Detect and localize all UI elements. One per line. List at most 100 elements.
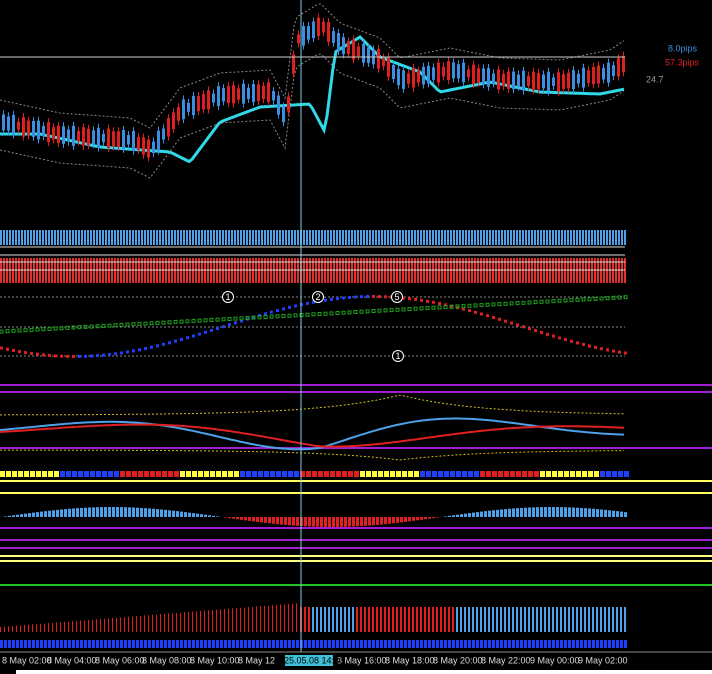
histogram-bar <box>608 607 610 632</box>
dot <box>594 345 597 349</box>
strip-bar <box>516 230 518 245</box>
dot <box>353 310 358 314</box>
marker-label: 1 <box>395 351 400 361</box>
state-square <box>540 640 543 648</box>
candle <box>502 73 505 87</box>
candle <box>212 93 215 103</box>
state-square <box>138 471 143 477</box>
state-square <box>484 640 487 648</box>
dot <box>6 347 9 351</box>
state-square <box>168 471 173 477</box>
strip-bar <box>429 230 431 245</box>
candle <box>387 57 390 77</box>
histogram-bar <box>520 607 522 632</box>
state-square <box>324 471 329 477</box>
state-square <box>200 640 203 648</box>
dot <box>215 317 220 322</box>
histogram-bar <box>144 615 145 632</box>
indicator-line <box>0 35 625 164</box>
dot <box>167 320 172 325</box>
dot <box>239 316 244 321</box>
strip-bar <box>126 230 128 245</box>
histogram-bar <box>356 517 359 527</box>
state-square <box>528 471 533 477</box>
candle <box>527 75 530 87</box>
histogram-bar <box>320 517 323 527</box>
candle <box>17 121 20 130</box>
histogram-bar <box>512 607 514 632</box>
dot <box>528 327 531 331</box>
dot <box>59 326 64 331</box>
strip-bar <box>270 230 272 245</box>
candle <box>602 67 605 80</box>
dot <box>144 347 147 351</box>
dot <box>462 307 465 311</box>
histogram-bar <box>616 607 618 632</box>
strip-bar <box>93 230 95 245</box>
strip-bar <box>3 230 5 245</box>
strip-bar <box>618 230 620 245</box>
state-square <box>8 640 11 648</box>
dot <box>228 323 231 327</box>
strip-bar <box>393 230 395 245</box>
state-square <box>78 471 83 477</box>
strip-bar <box>108 230 110 245</box>
histogram-bar <box>528 507 531 517</box>
histogram-bar <box>48 623 49 632</box>
state-square <box>438 471 443 477</box>
histogram-bar <box>388 607 390 632</box>
histogram-bar <box>328 517 331 527</box>
histogram-bar <box>16 625 17 632</box>
candle <box>622 55 625 73</box>
strip-bar <box>48 230 50 245</box>
state-square <box>330 471 335 477</box>
state-square <box>584 640 587 648</box>
state-square <box>472 640 475 648</box>
dot <box>174 339 177 343</box>
strip-bar <box>258 230 260 245</box>
candle <box>357 46 360 57</box>
strip-bar <box>501 230 503 245</box>
strip-bar <box>21 230 23 245</box>
histogram-bar <box>408 607 410 632</box>
dot <box>233 316 238 321</box>
dot <box>444 303 447 307</box>
state-square <box>508 640 511 648</box>
dot <box>288 305 291 309</box>
histogram-bar <box>548 607 550 632</box>
state-square <box>492 471 497 477</box>
strip-bar <box>309 230 311 245</box>
candle <box>177 107 180 121</box>
strip-bar <box>573 230 575 245</box>
histogram-bar <box>588 508 591 517</box>
indicator-line <box>0 3 625 129</box>
strip-bar <box>225 230 227 245</box>
candle <box>317 17 320 37</box>
histogram-bar <box>332 607 334 632</box>
histogram-bar <box>64 509 67 517</box>
histogram-bar <box>372 517 375 526</box>
candle <box>132 131 135 151</box>
dot <box>155 320 160 325</box>
histogram-bar <box>388 517 391 524</box>
histogram-bar <box>268 605 269 632</box>
histogram-bar <box>164 613 165 632</box>
dot <box>581 297 586 302</box>
state-square <box>72 471 77 477</box>
state-square <box>390 471 395 477</box>
strip-bar <box>525 230 527 245</box>
strip-bar <box>453 230 455 245</box>
state-square <box>150 471 155 477</box>
histogram-bar <box>44 511 47 517</box>
strip-bar <box>78 230 80 245</box>
candle <box>172 112 175 130</box>
histogram-bar <box>400 607 402 632</box>
state-square <box>576 640 579 648</box>
histogram-bar <box>204 610 205 632</box>
dot <box>359 309 364 314</box>
candle <box>237 88 240 100</box>
dot <box>60 354 63 358</box>
candle <box>292 54 295 74</box>
histogram-bar <box>460 514 463 517</box>
